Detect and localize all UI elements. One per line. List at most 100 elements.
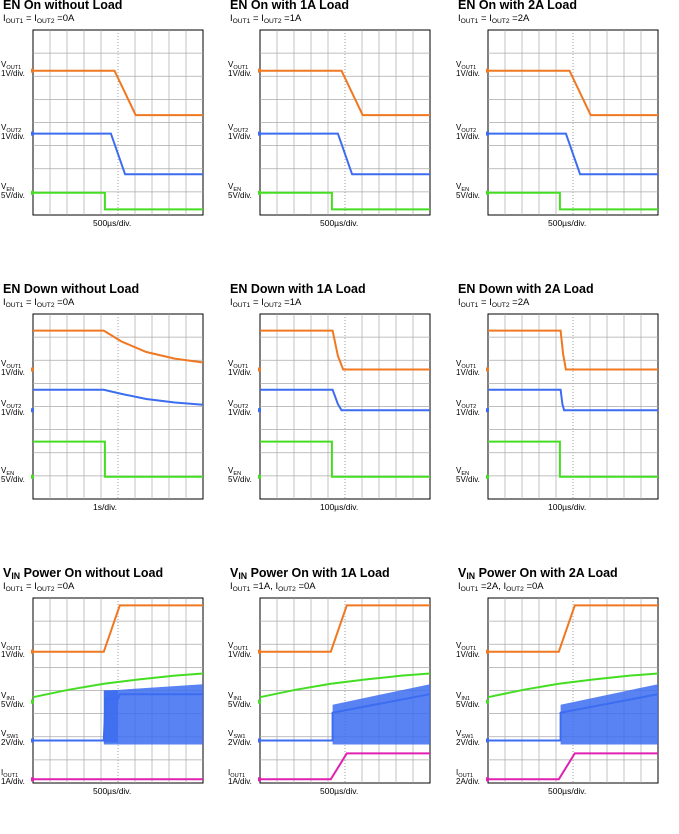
trace-ven [33, 191, 203, 211]
trace-vout1 [260, 329, 430, 371]
timebase-label: 1s/div. [93, 502, 117, 512]
channel-marker [258, 474, 261, 479]
trace-vout1 [33, 69, 203, 117]
timebase-label: 500µs/div. [548, 786, 587, 796]
channel-marker [31, 68, 34, 73]
trace-ven [260, 191, 430, 211]
trace-vin1 [32, 672, 204, 699]
channel-marker [486, 131, 489, 136]
trace-vout1 [488, 604, 658, 653]
chart-subtitle: IOUT1 =1A, IOUT2 =0A [230, 581, 316, 593]
chart-subtitle: IOUT1 = IOUT2 =2A [458, 13, 530, 25]
switching-burst [332, 684, 430, 745]
channel-marker [258, 408, 261, 413]
channel-marker [258, 738, 261, 743]
channel-label: VOUT1 1V/div. [1, 59, 25, 78]
trace-vout1 [33, 329, 204, 364]
channel-marker [258, 649, 261, 654]
trace-iout1 [260, 752, 430, 781]
scope-screen [486, 597, 659, 784]
trace-vout1 [33, 604, 203, 653]
channel-label: IOUT1 1A/div. [228, 768, 252, 787]
trace-ven [488, 191, 658, 211]
chart-subtitle: IOUT1 = IOUT2 =1A [230, 13, 302, 25]
channel-marker [31, 474, 34, 479]
channel-label: VEN 5V/div. [456, 465, 480, 484]
channel-label: VEN 5V/div. [1, 181, 25, 200]
channel-label: IOUT1 2A/div. [456, 768, 480, 787]
chart-title: EN On with 2A Load [458, 0, 577, 12]
chart-subtitle: IOUT1 = IOUT2 =1A [230, 297, 302, 309]
timebase-label: 500µs/div. [320, 218, 359, 228]
channel-marker [486, 367, 489, 372]
trace-vout2 [488, 388, 658, 412]
switching-burst [103, 684, 203, 745]
channel-label: VOUT1 1V/div. [456, 358, 480, 377]
scope-panel: EN On with 1A Load IOUT1 = IOUT2 =1A VOUT1… [227, 0, 453, 266]
channel-marker [31, 367, 34, 372]
channel-label: VSW1 2V/div. [228, 729, 252, 748]
trace-ven [260, 440, 430, 478]
timebase-label: 500µs/div. [548, 218, 587, 228]
chart-title: EN On with 1A Load [230, 0, 349, 12]
trace-vout2 [33, 132, 203, 176]
channel-marker [31, 190, 34, 195]
channel-label: VEN 5V/div. [228, 181, 252, 200]
channel-label: VEN 5V/div. [456, 181, 480, 200]
chart-title: VIN Power On without Load [3, 566, 164, 581]
channel-marker [486, 699, 489, 704]
channel-marker [486, 190, 489, 195]
channel-marker [486, 408, 489, 413]
channel-label: VOUT1 1V/div. [1, 640, 25, 659]
scope-panel: EN Down with 2A Load IOUT1 = IOUT2 =2A VOU… [455, 282, 679, 550]
chart-title: EN Down with 1A Load [230, 282, 366, 296]
scope-panel: EN On with 2A Load IOUT1 = IOUT2 =2A VOUT1… [455, 0, 679, 266]
scope-screen [31, 29, 204, 216]
chart-subtitle: IOUT1 = IOUT2 =0A [3, 297, 75, 309]
channel-marker [258, 190, 261, 195]
trace-vin1 [259, 672, 431, 699]
trace-ven [33, 440, 203, 478]
trace-vout1 [260, 69, 430, 117]
scope-panel: VIN Power On with 2A Load IOUT1 =2A, IOUT… [455, 566, 679, 834]
channel-marker [31, 777, 34, 782]
channel-marker [258, 131, 261, 136]
timebase-label: 100µs/div. [548, 502, 587, 512]
scope-panel: EN Down with 1A Load IOUT1 = IOUT2 =1A VOU… [227, 282, 453, 550]
trace-vout2 [260, 132, 430, 176]
channel-label: VSW1 2V/div. [1, 729, 25, 748]
trace-vin1 [487, 672, 659, 699]
scope-screen [258, 313, 431, 500]
chart-subtitle: IOUT1 =2A, IOUT2 =0A [458, 581, 544, 593]
timebase-label: 500µs/div. [320, 786, 359, 796]
scope-panel: EN On without Load IOUT1 = IOUT2 =0A VOUT1… [0, 0, 226, 266]
channel-label: VEN 5V/div. [228, 465, 252, 484]
trace-vout2 [488, 132, 658, 176]
trace-vout1 [488, 69, 658, 117]
scope-screen [486, 29, 659, 216]
channel-marker [486, 68, 489, 73]
channel-label: VIN1 5V/div. [1, 690, 25, 709]
trace-vout2 [33, 388, 204, 406]
channel-label: VIN1 5V/div. [456, 690, 480, 709]
scope-panel: VIN Power On without Load IOUT1 = IOUT2 =… [0, 566, 226, 834]
channel-label: VOUT2 1V/div. [1, 122, 25, 141]
trace-vout1 [260, 604, 430, 653]
channel-label: IOUT1 1A/div. [1, 768, 25, 787]
channel-marker [258, 777, 261, 782]
timebase-label: 100µs/div. [320, 502, 359, 512]
channel-marker [31, 408, 34, 413]
chart-title: VIN Power On with 2A Load [458, 566, 618, 581]
scope-screen [486, 313, 659, 500]
channel-marker [258, 699, 261, 704]
scope-panel: VIN Power On with 1A Load IOUT1 =1A, IOUT… [227, 566, 453, 834]
channel-label: VOUT1 1V/div. [228, 358, 252, 377]
trace-vout1 [488, 329, 658, 371]
chart-subtitle: IOUT1 = IOUT2 =2A [458, 297, 530, 309]
scope-screen [31, 597, 204, 784]
channel-label: VEN 5V/div. [1, 465, 25, 484]
scope-panel: EN Down without Load IOUT1 = IOUT2 =0A VOU… [0, 282, 226, 550]
channel-label: VOUT2 1V/div. [228, 399, 252, 418]
channel-marker [486, 738, 489, 743]
scope-screen [258, 29, 431, 216]
